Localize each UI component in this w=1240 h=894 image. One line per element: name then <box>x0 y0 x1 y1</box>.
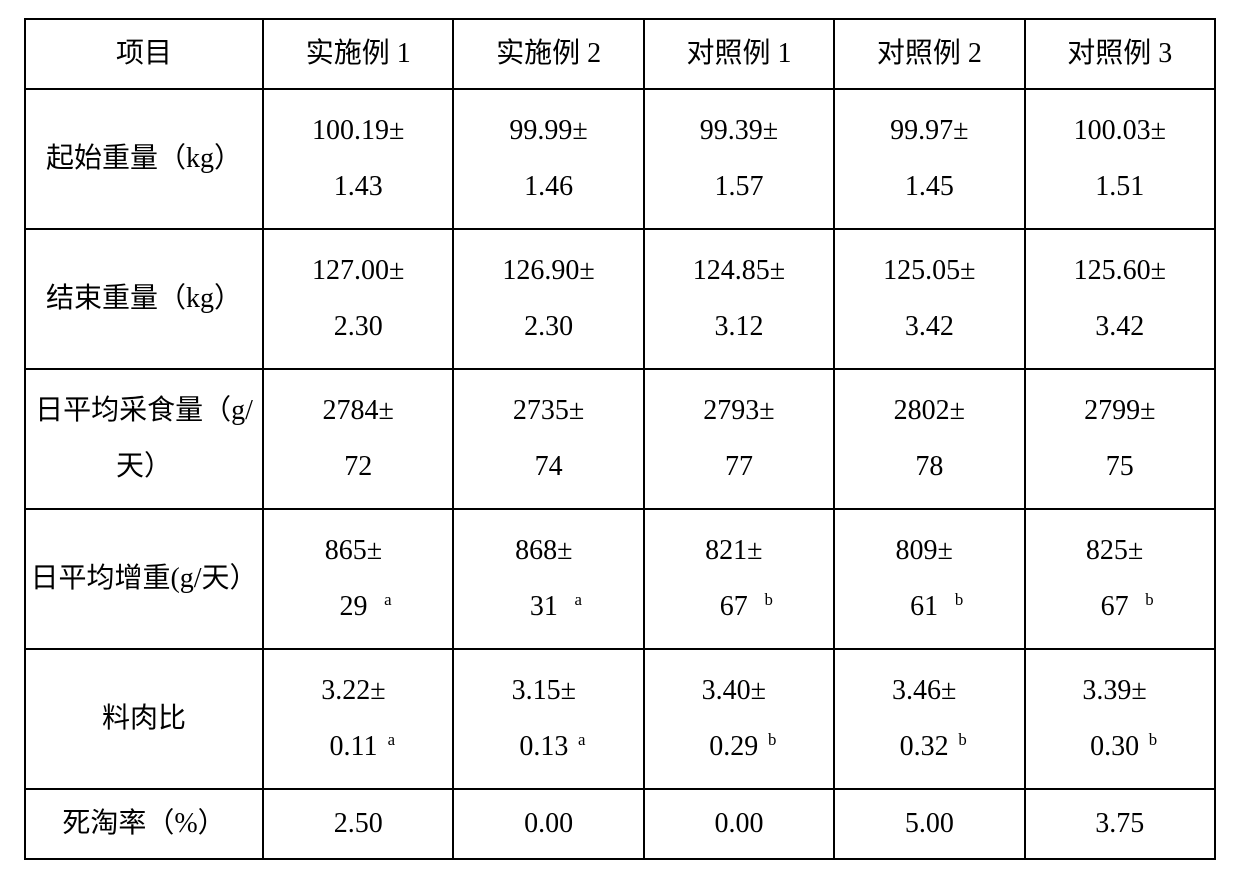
cell: 100.19±1.43 <box>263 89 453 229</box>
cell: 100.03±1.51 <box>1025 89 1215 229</box>
col-header: 实施例 1 <box>263 19 453 89</box>
row-label: 起始重量（kg） <box>25 89 263 229</box>
cell: 3.75 <box>1025 789 1215 859</box>
col-header: 对照例 1 <box>644 19 834 89</box>
cell: 3.22±0.11a <box>263 649 453 789</box>
table-row: 结束重量（kg） 127.00±2.30 126.90±2.30 124.85±… <box>25 229 1215 369</box>
cell: 3.40±0.29b <box>644 649 834 789</box>
row-label: 结束重量（kg） <box>25 229 263 369</box>
cell: 0.00 <box>644 789 834 859</box>
cell: 2.50 <box>263 789 453 859</box>
cell: 124.85±3.12 <box>644 229 834 369</box>
superscript: a <box>575 590 582 609</box>
cell: 99.97±1.45 <box>834 89 1024 229</box>
col-header: 项目 <box>25 19 263 89</box>
row-label: 日平均采食量（g/天） <box>25 369 263 509</box>
cell: 125.05±3.42 <box>834 229 1024 369</box>
cell: 2799±75 <box>1025 369 1215 509</box>
cell: 2735±74 <box>453 369 643 509</box>
cell: 3.46±0.32b <box>834 649 1024 789</box>
cell: 2793±77 <box>644 369 834 509</box>
cell: 809±61b <box>834 509 1024 649</box>
cell: 3.15±0.13a <box>453 649 643 789</box>
table-row: 起始重量（kg） 100.19±1.43 99.99±1.46 99.39±1.… <box>25 89 1215 229</box>
cell: 3.39±0.30b <box>1025 649 1215 789</box>
superscript: b <box>764 590 772 609</box>
cell: 865±29a <box>263 509 453 649</box>
cell: 2802±78 <box>834 369 1024 509</box>
row-label: 料肉比 <box>25 649 263 789</box>
cell: 821±67b <box>644 509 834 649</box>
superscript: b <box>955 590 963 609</box>
superscript: b <box>958 730 966 749</box>
cell: 2784±72 <box>263 369 453 509</box>
superscript: b <box>768 730 776 749</box>
table-row: 日平均采食量（g/天） 2784±72 2735±74 2793±77 2802… <box>25 369 1215 509</box>
table-row: 日平均增重(g/天） 865±29a 868±31a 821±67b 809±6… <box>25 509 1215 649</box>
col-header: 实施例 2 <box>453 19 643 89</box>
superscript: a <box>388 730 395 749</box>
cell: 5.00 <box>834 789 1024 859</box>
cell: 127.00±2.30 <box>263 229 453 369</box>
superscript: a <box>384 590 391 609</box>
row-label: 日平均增重(g/天） <box>25 509 263 649</box>
cell: 0.00 <box>453 789 643 859</box>
cell: 99.39±1.57 <box>644 89 834 229</box>
row-label: 死淘率（%） <box>25 789 263 859</box>
data-table: 项目 实施例 1 实施例 2 对照例 1 对照例 2 对照例 3 起始重量（kg… <box>24 18 1216 860</box>
superscript: b <box>1145 590 1153 609</box>
cell: 868±31a <box>453 509 643 649</box>
cell: 99.99±1.46 <box>453 89 643 229</box>
cell: 825±67b <box>1025 509 1215 649</box>
superscript: a <box>578 730 585 749</box>
table-header-row: 项目 实施例 1 实施例 2 对照例 1 对照例 2 对照例 3 <box>25 19 1215 89</box>
col-header: 对照例 2 <box>834 19 1024 89</box>
superscript: b <box>1149 730 1157 749</box>
table-row: 死淘率（%） 2.50 0.00 0.00 5.00 3.75 <box>25 789 1215 859</box>
cell: 126.90±2.30 <box>453 229 643 369</box>
col-header: 对照例 3 <box>1025 19 1215 89</box>
cell: 125.60±3.42 <box>1025 229 1215 369</box>
table-row: 料肉比 3.22±0.11a 3.15±0.13a 3.40±0.29b 3.4… <box>25 649 1215 789</box>
